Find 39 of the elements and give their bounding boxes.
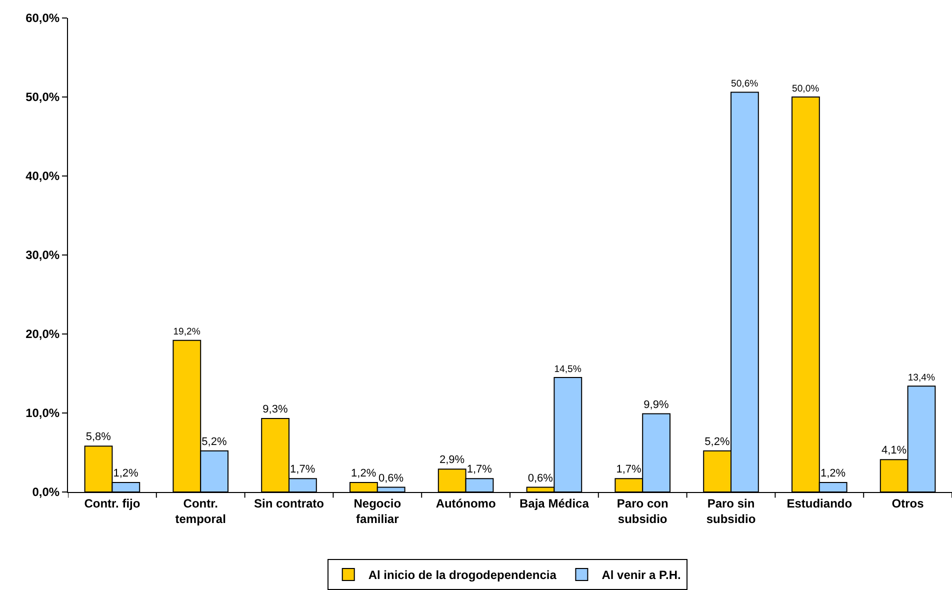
data-label: 19,2% bbox=[173, 326, 201, 338]
y-tick-label: 0,0% bbox=[32, 485, 60, 500]
y-tick-label: 40,0% bbox=[26, 169, 60, 184]
x-tick-label: Otros bbox=[892, 496, 924, 510]
data-label: 14,5% bbox=[554, 364, 582, 375]
y-tick-label: 30,0% bbox=[26, 248, 60, 262]
data-label: 1,2% bbox=[820, 468, 846, 480]
x-tick-label: Negocio familiar bbox=[354, 496, 402, 526]
y-tick-label: 20,0% bbox=[26, 327, 60, 342]
x-tick-label: Paro con subsidio bbox=[616, 496, 668, 526]
data-label: 4,1% bbox=[881, 444, 907, 457]
x-tick-label: Baja Médica bbox=[520, 496, 590, 510]
data-label: 2,9% bbox=[439, 454, 465, 466]
data-label: 1,7% bbox=[290, 464, 316, 476]
data-label: 1,2% bbox=[351, 468, 376, 480]
data-label: 1,7% bbox=[466, 464, 492, 476]
data-label: 0,6% bbox=[378, 472, 404, 484]
data-label: 9,9% bbox=[644, 398, 669, 411]
y-tick-label: 10,0% bbox=[26, 406, 60, 420]
data-label: 13,4% bbox=[908, 372, 936, 384]
data-label: 5,8% bbox=[86, 431, 112, 444]
x-tick-label: Estudiando bbox=[786, 496, 852, 510]
x-tick-label: Paro sin subsidio bbox=[706, 496, 756, 526]
y-tick-label: 50,0% bbox=[26, 90, 60, 104]
data-label: 1,7% bbox=[616, 464, 642, 476]
legend-label: Al venir a P.H. bbox=[602, 568, 681, 582]
data-label: 1,2% bbox=[113, 468, 139, 480]
data-label: 5,2% bbox=[202, 436, 227, 448]
data-label: 9,3% bbox=[262, 404, 288, 416]
x-tick-label: Contr. temporal bbox=[175, 496, 226, 526]
data-label: 50,0% bbox=[792, 83, 820, 94]
x-tick-label: Autónomo bbox=[436, 496, 496, 510]
data-label: 50,6% bbox=[731, 78, 759, 90]
legend-label: Al inicio de la drogodependencia bbox=[368, 568, 557, 582]
data-label: 5,2% bbox=[704, 436, 730, 448]
y-tick-label: 60,0% bbox=[26, 11, 60, 26]
x-tick-label: Sin contrato bbox=[254, 496, 324, 510]
data-label: 0,6% bbox=[528, 472, 554, 484]
x-tick-label: Contr. fijo bbox=[84, 496, 140, 510]
